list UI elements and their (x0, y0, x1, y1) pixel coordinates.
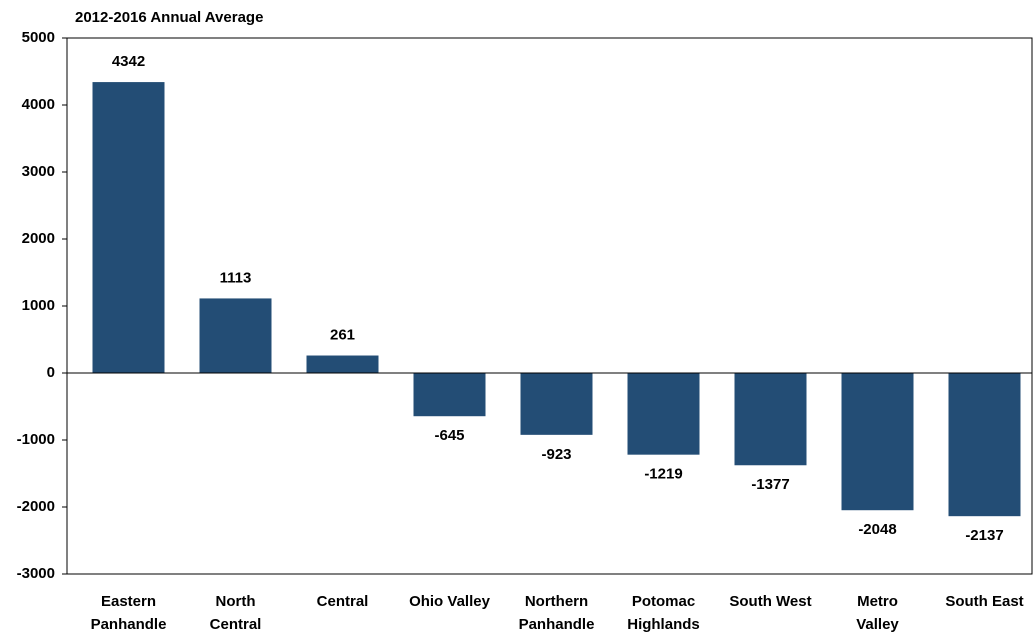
value-label: -2137 (965, 527, 1003, 544)
bar (627, 373, 700, 455)
y-tick-label: -1000 (17, 431, 55, 448)
y-tick-label: 1000 (22, 297, 55, 314)
bar (948, 373, 1021, 517)
x-tick-label: Ohio Valley (409, 593, 490, 610)
y-tick-label: -2000 (17, 498, 55, 515)
y-tick-label: 0 (47, 364, 55, 381)
value-label: 4342 (112, 53, 145, 70)
bar (520, 373, 593, 435)
y-tick-label: 2000 (22, 230, 55, 247)
x-tick-label: Eastern Panhandle (90, 593, 167, 633)
value-label: 261 (330, 326, 355, 343)
bar (92, 82, 165, 373)
x-tick-label: Central (316, 593, 369, 610)
bar (413, 373, 486, 417)
y-tick-label: 4000 (22, 96, 55, 113)
value-label: 1113 (220, 269, 252, 286)
x-tick-label: South West (729, 593, 812, 610)
y-tick-label: -3000 (17, 565, 55, 582)
value-label: -2048 (858, 521, 896, 538)
value-label: -645 (434, 427, 464, 444)
x-tick-label: North Central (209, 593, 262, 633)
y-tick-label: 3000 (22, 163, 55, 180)
x-tick-label: Metro Valley (856, 593, 899, 633)
bar (841, 373, 914, 511)
x-tick-label: South East (945, 593, 1024, 610)
value-label: -1377 (751, 476, 789, 493)
x-tick-label: Northern Panhandle (518, 593, 595, 633)
x-tick-label: Potomac Highlands (627, 593, 700, 633)
bar (306, 355, 379, 373)
value-label: -923 (541, 446, 571, 463)
bar (734, 373, 807, 466)
bar (199, 298, 272, 373)
y-tick-label: 5000 (22, 29, 55, 46)
chart-title: 2012-2016 Annual Average (75, 9, 263, 26)
value-label: -1219 (644, 466, 682, 483)
